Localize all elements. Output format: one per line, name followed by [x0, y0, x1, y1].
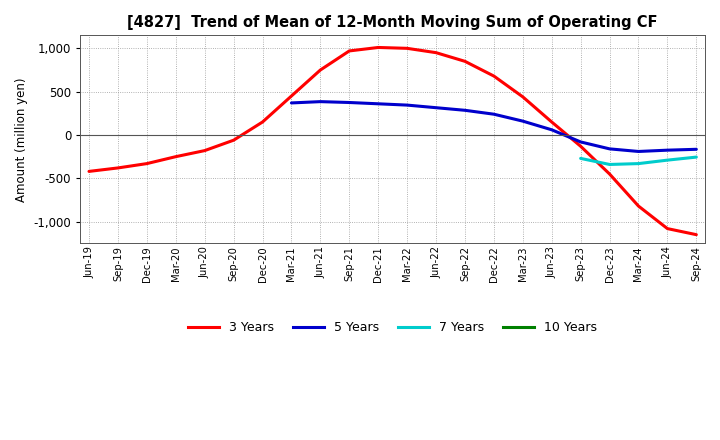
3 Years	[345, 48, 354, 54]
7 Years	[576, 156, 585, 161]
3 Years	[200, 148, 209, 153]
5 Years	[606, 146, 614, 151]
3 Years	[402, 46, 411, 51]
5 Years	[663, 147, 672, 153]
Y-axis label: Amount (million yen): Amount (million yen)	[15, 77, 28, 202]
3 Years	[606, 171, 614, 176]
3 Years	[229, 138, 238, 143]
5 Years	[402, 103, 411, 108]
3 Years	[258, 119, 267, 125]
3 Years	[663, 226, 672, 231]
5 Years	[316, 99, 325, 104]
3 Years	[547, 119, 556, 125]
Line: 5 Years: 5 Years	[292, 102, 696, 151]
5 Years	[374, 101, 382, 106]
3 Years	[85, 169, 94, 174]
5 Years	[692, 147, 701, 152]
Legend: 3 Years, 5 Years, 7 Years, 10 Years: 3 Years, 5 Years, 7 Years, 10 Years	[183, 316, 603, 339]
5 Years	[576, 139, 585, 145]
3 Years	[287, 93, 296, 99]
3 Years	[634, 203, 643, 209]
3 Years	[316, 67, 325, 73]
5 Years	[432, 105, 441, 110]
3 Years	[114, 165, 122, 171]
5 Years	[345, 100, 354, 105]
3 Years	[576, 143, 585, 149]
3 Years	[692, 232, 701, 237]
3 Years	[490, 73, 498, 79]
Title: [4827]  Trend of Mean of 12-Month Moving Sum of Operating CF: [4827] Trend of Mean of 12-Month Moving …	[127, 15, 658, 30]
5 Years	[547, 127, 556, 132]
7 Years	[606, 162, 614, 167]
5 Years	[461, 108, 469, 113]
7 Years	[692, 154, 701, 160]
5 Years	[287, 100, 296, 106]
3 Years	[518, 94, 527, 99]
3 Years	[432, 50, 441, 55]
5 Years	[518, 118, 527, 124]
7 Years	[663, 158, 672, 163]
Line: 7 Years: 7 Years	[580, 157, 696, 165]
3 Years	[374, 45, 382, 50]
3 Years	[461, 59, 469, 64]
7 Years	[634, 161, 643, 166]
3 Years	[143, 161, 151, 166]
5 Years	[490, 112, 498, 117]
Line: 3 Years: 3 Years	[89, 48, 696, 235]
5 Years	[634, 149, 643, 154]
3 Years	[171, 154, 180, 159]
